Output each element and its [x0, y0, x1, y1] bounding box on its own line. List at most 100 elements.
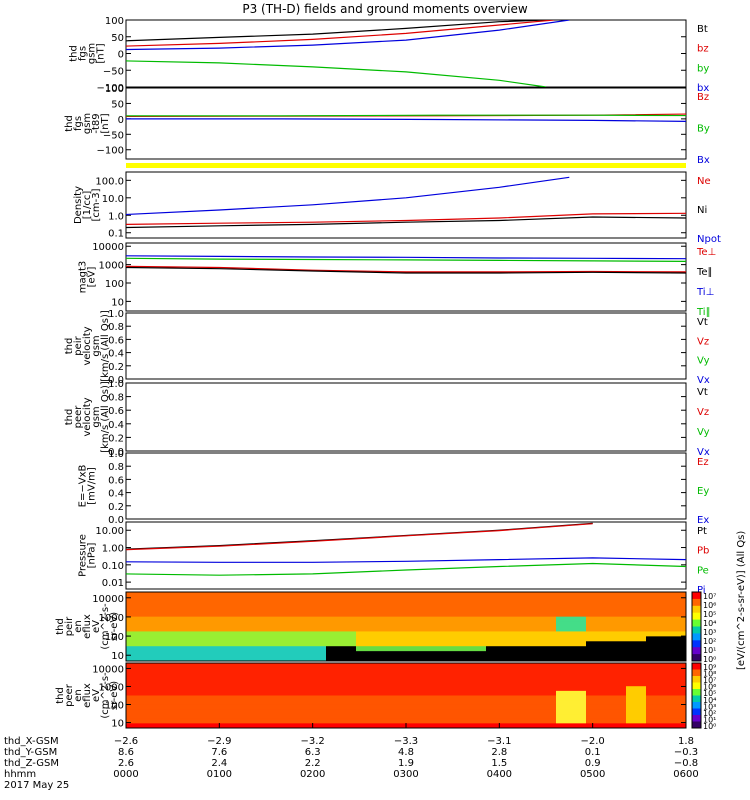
spectrogram-cell	[616, 676, 627, 683]
spectrogram-cell	[386, 686, 397, 692]
spectrogram-cell	[676, 631, 687, 637]
spectrogram-cell	[526, 723, 537, 729]
spectrogram-cell	[606, 709, 617, 715]
spectrogram-cell	[596, 616, 607, 623]
spectrogram-cell	[666, 695, 677, 701]
spectrogram-cell	[306, 636, 317, 642]
spectrogram-cell	[276, 631, 287, 637]
spectrogram-cell	[496, 700, 507, 706]
spectrogram-cell	[416, 616, 427, 623]
spectrogram-cell	[536, 681, 547, 687]
spectrogram-cell	[276, 718, 287, 724]
spectrogram-cell	[596, 723, 607, 729]
spectrogram-cell	[656, 611, 667, 618]
legend-item: By	[697, 124, 710, 135]
spectrogram-cell	[256, 616, 267, 623]
spectrogram-cell	[436, 676, 447, 683]
spectrogram-cell	[566, 601, 577, 608]
spectrogram-cell	[496, 709, 507, 715]
spectrogram-cell	[406, 686, 417, 692]
spectrogram-cell	[646, 672, 657, 678]
spectrogram-cell	[336, 611, 347, 618]
spectrogram-cell	[126, 646, 137, 652]
spectrogram-cell	[386, 723, 397, 729]
spectrogram-cell	[376, 704, 387, 710]
spectrogram-cell	[556, 621, 567, 627]
spectrogram-cell	[316, 704, 327, 710]
spectrogram-cell	[626, 700, 637, 706]
y-tick-label: 10	[111, 297, 124, 308]
y-tick-label: 10.00	[95, 526, 124, 537]
spectrogram-cell	[426, 700, 437, 706]
spectrogram-cell	[306, 700, 317, 706]
spectrogram-cell	[336, 672, 347, 678]
spectrogram-cell	[216, 681, 227, 687]
spectrogram-cell	[466, 718, 477, 724]
panel-peir_velocity: 1.00.80.60.40.20.0thdpeirvelocitygsm[km/…	[64, 309, 710, 386]
spectrogram-cell	[556, 592, 567, 598]
spectrogram-cell	[216, 601, 227, 608]
spectrogram-cell	[506, 690, 517, 696]
spectrogram-cell	[596, 646, 607, 652]
spectrogram-cell	[366, 636, 377, 642]
spectrogram-cell	[386, 690, 397, 696]
spectrogram-cell	[236, 626, 247, 632]
spectrogram-cell	[436, 667, 447, 673]
spectrogram-cell	[366, 695, 377, 701]
spectrogram-cell	[246, 709, 257, 715]
spectrogram-cell	[156, 718, 167, 724]
colorbar-tick: 10²	[703, 637, 716, 646]
spectrogram-cell	[616, 709, 627, 715]
spectrogram-cell	[226, 695, 237, 701]
spectrogram-cell	[426, 656, 437, 662]
spectrogram-cell	[196, 611, 207, 618]
spectrogram-cell	[256, 611, 267, 618]
spectrogram-cell	[446, 718, 457, 724]
spectrogram-cell	[176, 651, 187, 657]
spectrogram-cell	[486, 601, 497, 608]
spectrogram-cell	[216, 656, 227, 662]
spectrogram-cell	[536, 621, 547, 627]
spectrogram-cell	[486, 690, 497, 696]
spectrogram-cell	[376, 601, 387, 608]
spectrogram-cell	[476, 690, 487, 696]
spectrogram-cell	[396, 714, 407, 720]
spectrogram-cell	[676, 656, 687, 662]
spectrogram-cell	[156, 723, 167, 729]
spectrogram-cell	[376, 651, 387, 657]
spectrogram-cell	[296, 709, 307, 715]
colorbar-segment	[692, 695, 701, 703]
ephemeris-value: −3.2	[301, 736, 325, 747]
y-label-line: eflux	[82, 683, 93, 708]
spectrogram-cell	[486, 700, 497, 706]
spectrogram-cell	[316, 626, 327, 632]
spectrogram-cell	[656, 606, 667, 613]
spectrogram-cell	[346, 681, 357, 687]
spectrogram-cell	[526, 672, 537, 678]
spectrogram-cell	[306, 686, 317, 692]
spectrogram-cell	[436, 616, 447, 623]
spectrogram-cell	[676, 709, 687, 715]
spectrogram-cell	[416, 681, 427, 687]
spectrogram-cell	[156, 704, 167, 710]
spectrogram-cell	[576, 621, 587, 627]
series-Ne	[126, 212, 686, 225]
spectrogram-cell	[266, 626, 277, 632]
spectrogram-cell	[476, 611, 487, 618]
spectrogram-cell	[426, 676, 437, 683]
spectrogram-cell	[676, 601, 687, 608]
colorbar-segment	[692, 715, 701, 722]
spectrogram-cell	[616, 704, 627, 710]
spectrogram-cell	[226, 651, 237, 657]
spectrogram-cell	[246, 656, 257, 662]
colorbar-segment	[692, 708, 701, 716]
y-tick-label: 100	[105, 279, 124, 290]
spectrogram-cell	[546, 676, 557, 683]
spectrogram-cell	[256, 606, 267, 613]
spectrogram-cell	[136, 704, 147, 710]
spectrogram-cell	[206, 663, 217, 669]
spectrogram-cell	[286, 690, 297, 696]
